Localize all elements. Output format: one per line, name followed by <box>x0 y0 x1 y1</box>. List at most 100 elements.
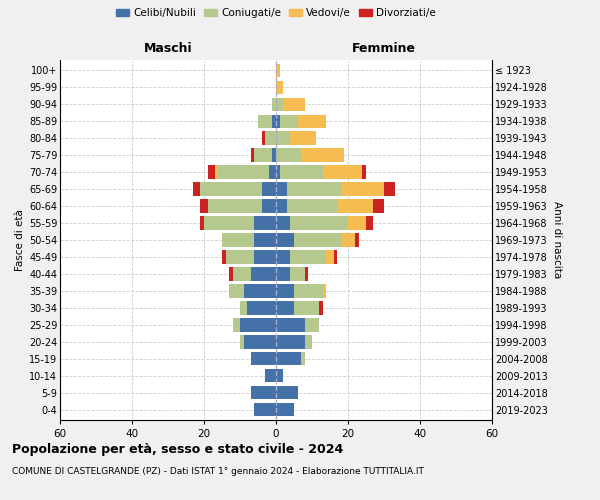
Bar <box>254 250 276 264</box>
Bar <box>276 64 280 77</box>
Bar <box>276 318 305 332</box>
Legend: Celibi/Nubili, Coniugati/e, Vedovi/e, Divorziati/e: Celibi/Nubili, Coniugati/e, Vedovi/e, Di… <box>112 4 440 22</box>
Bar <box>233 268 251 280</box>
Bar <box>348 216 366 230</box>
Bar <box>276 386 298 400</box>
Bar <box>276 403 294 416</box>
Bar <box>254 234 276 246</box>
Bar <box>373 200 384 212</box>
Bar <box>287 182 341 196</box>
Bar <box>229 284 244 298</box>
Bar <box>200 182 262 196</box>
Bar <box>272 114 276 128</box>
Bar <box>276 166 280 178</box>
Bar <box>254 403 276 416</box>
Bar <box>276 98 283 111</box>
Bar <box>193 182 200 196</box>
Bar <box>276 216 290 230</box>
Bar <box>222 250 226 264</box>
Bar <box>276 148 301 162</box>
Bar <box>290 268 305 280</box>
Bar <box>280 114 298 128</box>
Bar <box>215 166 218 178</box>
Bar <box>251 268 276 280</box>
Bar <box>276 369 283 382</box>
Bar <box>262 132 265 144</box>
Bar <box>276 182 287 196</box>
Bar <box>341 182 384 196</box>
Bar <box>222 234 254 246</box>
Bar <box>290 216 348 230</box>
Bar <box>208 166 215 178</box>
Bar <box>208 200 262 212</box>
Bar <box>244 284 276 298</box>
Bar <box>337 200 373 212</box>
Bar <box>334 250 337 264</box>
Bar <box>323 166 362 178</box>
Bar <box>269 166 276 178</box>
Bar <box>319 302 323 314</box>
Bar <box>294 284 323 298</box>
Bar <box>200 216 204 230</box>
Y-axis label: Anni di nascita: Anni di nascita <box>552 202 562 278</box>
Text: Maschi: Maschi <box>143 42 193 55</box>
Bar <box>305 268 308 280</box>
Bar <box>294 302 319 314</box>
Bar <box>341 234 355 246</box>
Bar <box>290 132 316 144</box>
Bar <box>226 250 254 264</box>
Bar <box>254 216 276 230</box>
Bar <box>287 200 337 212</box>
Bar <box>262 182 276 196</box>
Bar <box>301 352 305 366</box>
Bar <box>265 369 276 382</box>
Bar <box>276 200 287 212</box>
Bar <box>290 250 326 264</box>
Bar <box>251 386 276 400</box>
Bar <box>204 216 254 230</box>
Text: Popolazione per età, sesso e stato civile - 2024: Popolazione per età, sesso e stato civil… <box>12 442 343 456</box>
Bar <box>384 182 395 196</box>
Bar <box>305 318 319 332</box>
Bar <box>251 148 254 162</box>
Bar <box>240 336 244 348</box>
Bar <box>276 250 290 264</box>
Bar <box>276 234 294 246</box>
Bar <box>326 250 334 264</box>
Bar <box>323 284 326 298</box>
Bar <box>362 166 366 178</box>
Bar <box>276 336 305 348</box>
Bar <box>229 268 233 280</box>
Bar <box>272 98 276 111</box>
Text: Femmine: Femmine <box>352 42 416 55</box>
Bar <box>355 234 359 246</box>
Bar <box>251 352 276 366</box>
Bar <box>301 148 344 162</box>
Bar <box>280 166 323 178</box>
Bar <box>233 318 240 332</box>
Text: COMUNE DI CASTELGRANDE (PZ) - Dati ISTAT 1° gennaio 2024 - Elaborazione TUTTITAL: COMUNE DI CASTELGRANDE (PZ) - Dati ISTAT… <box>12 468 424 476</box>
Bar <box>276 114 280 128</box>
Bar <box>244 336 276 348</box>
Bar <box>294 234 341 246</box>
Bar <box>258 114 272 128</box>
Bar <box>218 166 269 178</box>
Bar <box>276 352 301 366</box>
Bar <box>247 302 276 314</box>
Bar <box>276 268 290 280</box>
Bar <box>366 216 373 230</box>
Bar <box>262 200 276 212</box>
Bar <box>265 132 276 144</box>
Bar <box>272 148 276 162</box>
Bar <box>276 284 294 298</box>
Bar <box>276 302 294 314</box>
Bar <box>276 80 283 94</box>
Bar <box>305 336 312 348</box>
Bar <box>200 200 208 212</box>
Bar <box>283 98 305 111</box>
Bar <box>276 132 290 144</box>
Y-axis label: Fasce di età: Fasce di età <box>14 209 25 271</box>
Bar <box>240 318 276 332</box>
Bar <box>254 148 272 162</box>
Bar <box>298 114 326 128</box>
